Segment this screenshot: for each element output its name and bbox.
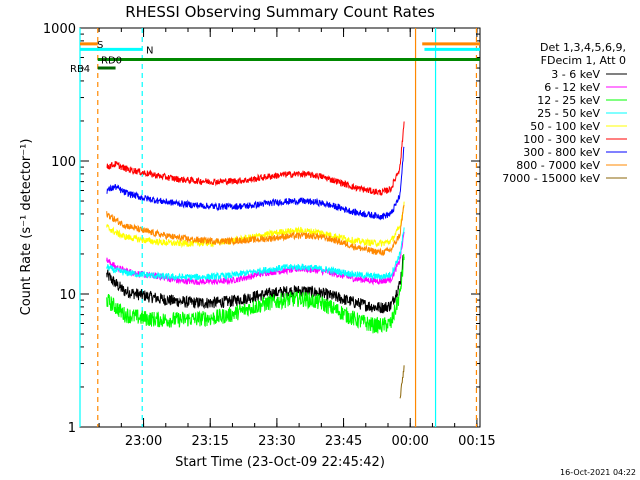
x-tick-label: 00:15 [458,434,495,449]
series-line [106,146,405,221]
y-axis-label: Count Rate (s⁻¹ detector⁻¹) [19,139,34,316]
series-line [106,121,405,196]
y-tick-label: 1 [68,421,76,436]
chart-title: RHESSI Observing Summary Count Rates [125,3,435,21]
y-tick-label: 10 [59,288,76,303]
flag-label: S [97,40,103,51]
legend: Det 1,3,4,5,6,9,FDecim 1, Att 03 - 6 keV… [502,41,627,185]
x-tick-label: 23:30 [258,434,295,449]
vertical-markers [79,28,478,427]
legend-entry-label: 3 - 6 keV [551,68,600,81]
series-line [106,227,405,282]
series-line [106,204,405,257]
series-line [106,255,405,314]
x-tick-label: 23:45 [325,434,362,449]
legend-entry-label: 50 - 100 keV [530,120,600,133]
legend-entry-label: 800 - 7000 keV [516,159,600,172]
flag-label: RB4 [70,64,90,75]
x-axis-label: Start Time (23-Oct-09 22:45:42) [175,455,385,470]
y-axis: 1 10 100 1000 [43,22,480,436]
legend-title: Det 1,3,4,5,6,9, [540,41,626,54]
y-tick-label: 100 [51,155,76,170]
footer-timestamp: 16-Oct-2021 04:22 [560,468,636,477]
flag-label: N [146,45,153,56]
legend-entry-label: 6 - 12 keV [544,81,600,94]
x-tick-label: 23:15 [191,434,228,449]
x-axis: 23:00 23:15 23:30 23:45 00:00 00:15 [98,28,496,449]
legend-entry-label: 300 - 800 keV [523,146,600,159]
status-flags: S N RD0 RB4 [70,40,480,75]
legend-title: FDecim 1, Att 0 [541,54,626,67]
x-tick-label: 00:00 [391,434,428,449]
legend-entry-label: 12 - 25 keV [537,94,600,107]
series-group [106,121,405,399]
x-tick-label: 23:00 [125,434,162,449]
series-line [399,365,405,399]
legend-entry-label: 7000 - 15000 keV [502,172,600,185]
legend-entry-label: 100 - 300 keV [523,133,600,146]
y-tick-label: 1000 [43,22,76,37]
legend-entry-label: 25 - 50 keV [537,107,600,120]
flag-label: RD0 [101,55,122,66]
series-line [106,253,405,334]
